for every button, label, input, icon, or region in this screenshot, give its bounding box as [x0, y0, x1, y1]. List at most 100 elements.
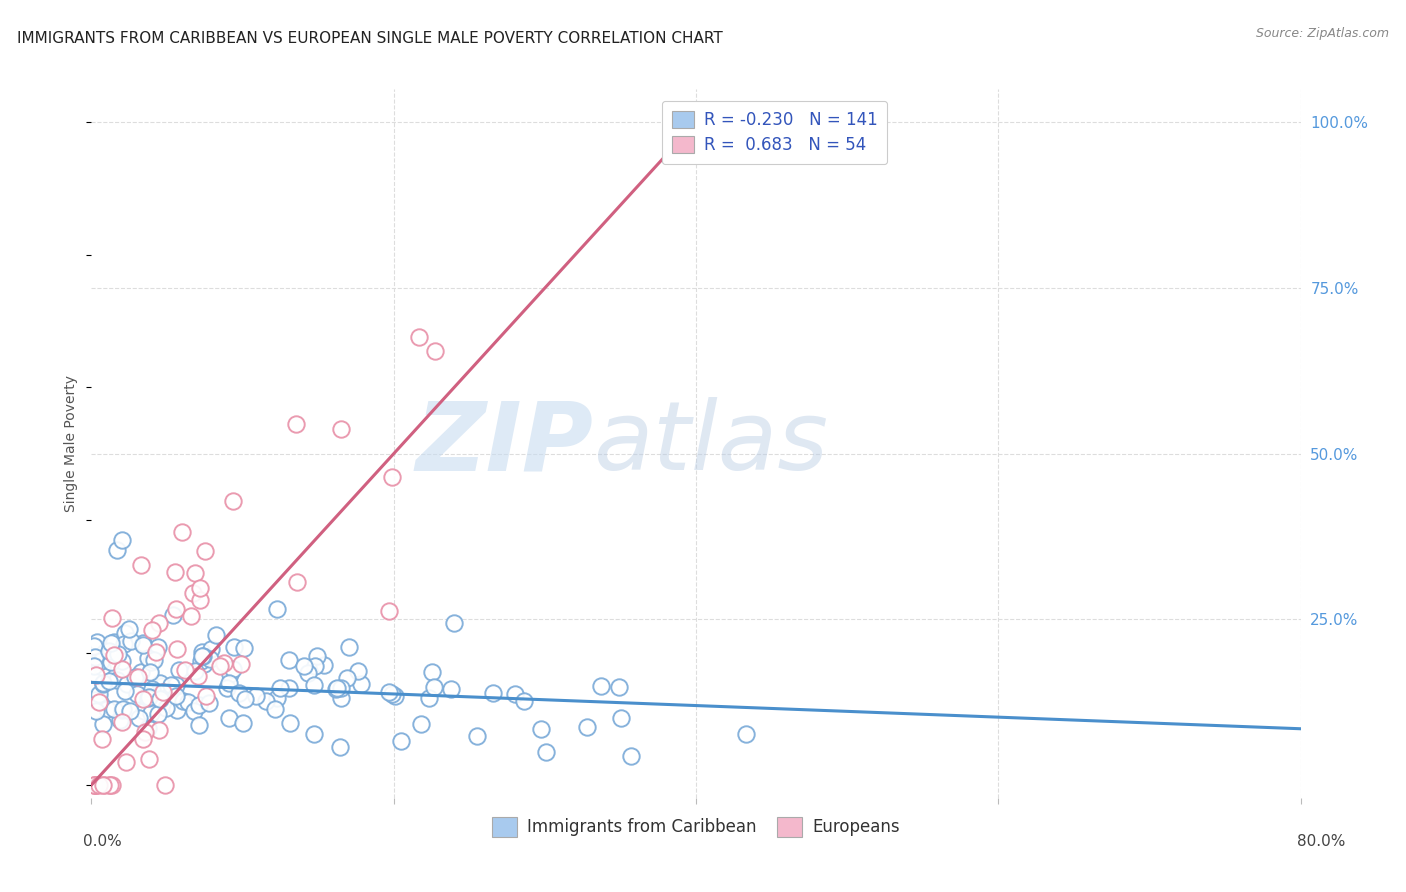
Point: [128, 711, 150, 725]
Point: [576, 720, 599, 734]
Point: [132, 704, 155, 718]
Point: [187, 669, 209, 683]
Point: [536, 745, 558, 759]
Point: [100, 610, 122, 624]
Point: [129, 665, 152, 679]
Point: [148, 706, 170, 721]
Point: [530, 723, 553, 737]
Point: [329, 739, 352, 754]
Point: [607, 680, 630, 694]
Point: [423, 343, 446, 358]
Point: [83, 692, 105, 706]
Point: [89, 695, 111, 709]
Point: [215, 681, 238, 695]
Point: [188, 592, 211, 607]
Point: [285, 417, 308, 431]
Text: 0.0%: 0.0%: [83, 834, 122, 848]
Point: [94, 645, 117, 659]
Point: [170, 524, 193, 539]
Point: [350, 677, 373, 691]
Point: [165, 689, 187, 703]
Point: [105, 542, 128, 557]
Point: [98, 778, 121, 792]
Point: [329, 422, 352, 436]
Point: [219, 667, 242, 681]
Point: [84, 704, 107, 718]
Point: [277, 681, 299, 696]
Point: [141, 681, 163, 696]
Point: [111, 533, 134, 547]
Point: [232, 716, 254, 731]
Point: [132, 636, 155, 650]
Point: [91, 677, 114, 691]
Point: [408, 330, 430, 344]
Point: [440, 681, 463, 696]
Point: [83, 778, 105, 792]
Point: [127, 670, 149, 684]
Point: [233, 692, 256, 706]
Point: [194, 544, 217, 558]
Point: [337, 640, 360, 654]
Point: [150, 679, 173, 693]
Point: [138, 690, 160, 705]
Point: [89, 695, 111, 709]
Point: [162, 607, 184, 622]
Point: [304, 659, 326, 673]
Point: [103, 648, 125, 662]
Point: [100, 778, 122, 792]
Point: [136, 721, 159, 735]
Point: [465, 729, 488, 743]
Point: [103, 702, 125, 716]
Point: [212, 657, 235, 671]
Point: [91, 778, 114, 792]
Point: [190, 654, 212, 668]
Point: [184, 566, 207, 580]
Point: [735, 727, 758, 741]
Point: [91, 732, 114, 747]
Point: [233, 640, 256, 655]
Point: [111, 702, 134, 716]
Point: [148, 616, 170, 631]
Text: atlas: atlas: [593, 397, 828, 491]
Point: [325, 681, 347, 696]
Point: [117, 677, 139, 691]
Point: [305, 648, 328, 663]
Point: [142, 653, 165, 667]
Point: [98, 673, 121, 688]
Text: Source: ZipAtlas.com: Source: ZipAtlas.com: [1256, 27, 1389, 40]
Point: [418, 691, 440, 706]
Point: [149, 676, 172, 690]
Point: [292, 658, 315, 673]
Point: [384, 689, 406, 703]
Point: [111, 654, 134, 668]
Legend: Immigrants from Caribbean, Europeans: Immigrants from Caribbean, Europeans: [485, 811, 907, 843]
Point: [200, 641, 222, 656]
Point: [181, 586, 204, 600]
Point: [83, 659, 105, 673]
Point: [84, 667, 107, 681]
Point: [411, 717, 433, 731]
Point: [120, 634, 142, 648]
Point: [105, 673, 128, 688]
Point: [108, 713, 131, 727]
Point: [93, 675, 115, 690]
Point: [135, 690, 157, 704]
Point: [209, 658, 232, 673]
Point: [505, 687, 527, 701]
Point: [312, 658, 335, 673]
Point: [231, 657, 253, 671]
Point: [193, 648, 215, 663]
Point: [110, 662, 132, 676]
Point: [98, 778, 121, 792]
Point: [125, 687, 148, 701]
Point: [198, 652, 221, 666]
Point: [91, 716, 114, 731]
Point: [96, 702, 118, 716]
Point: [98, 647, 121, 661]
Point: [163, 566, 186, 580]
Point: [222, 662, 245, 676]
Point: [180, 608, 202, 623]
Point: [513, 694, 536, 708]
Point: [138, 752, 160, 766]
Point: [134, 725, 156, 739]
